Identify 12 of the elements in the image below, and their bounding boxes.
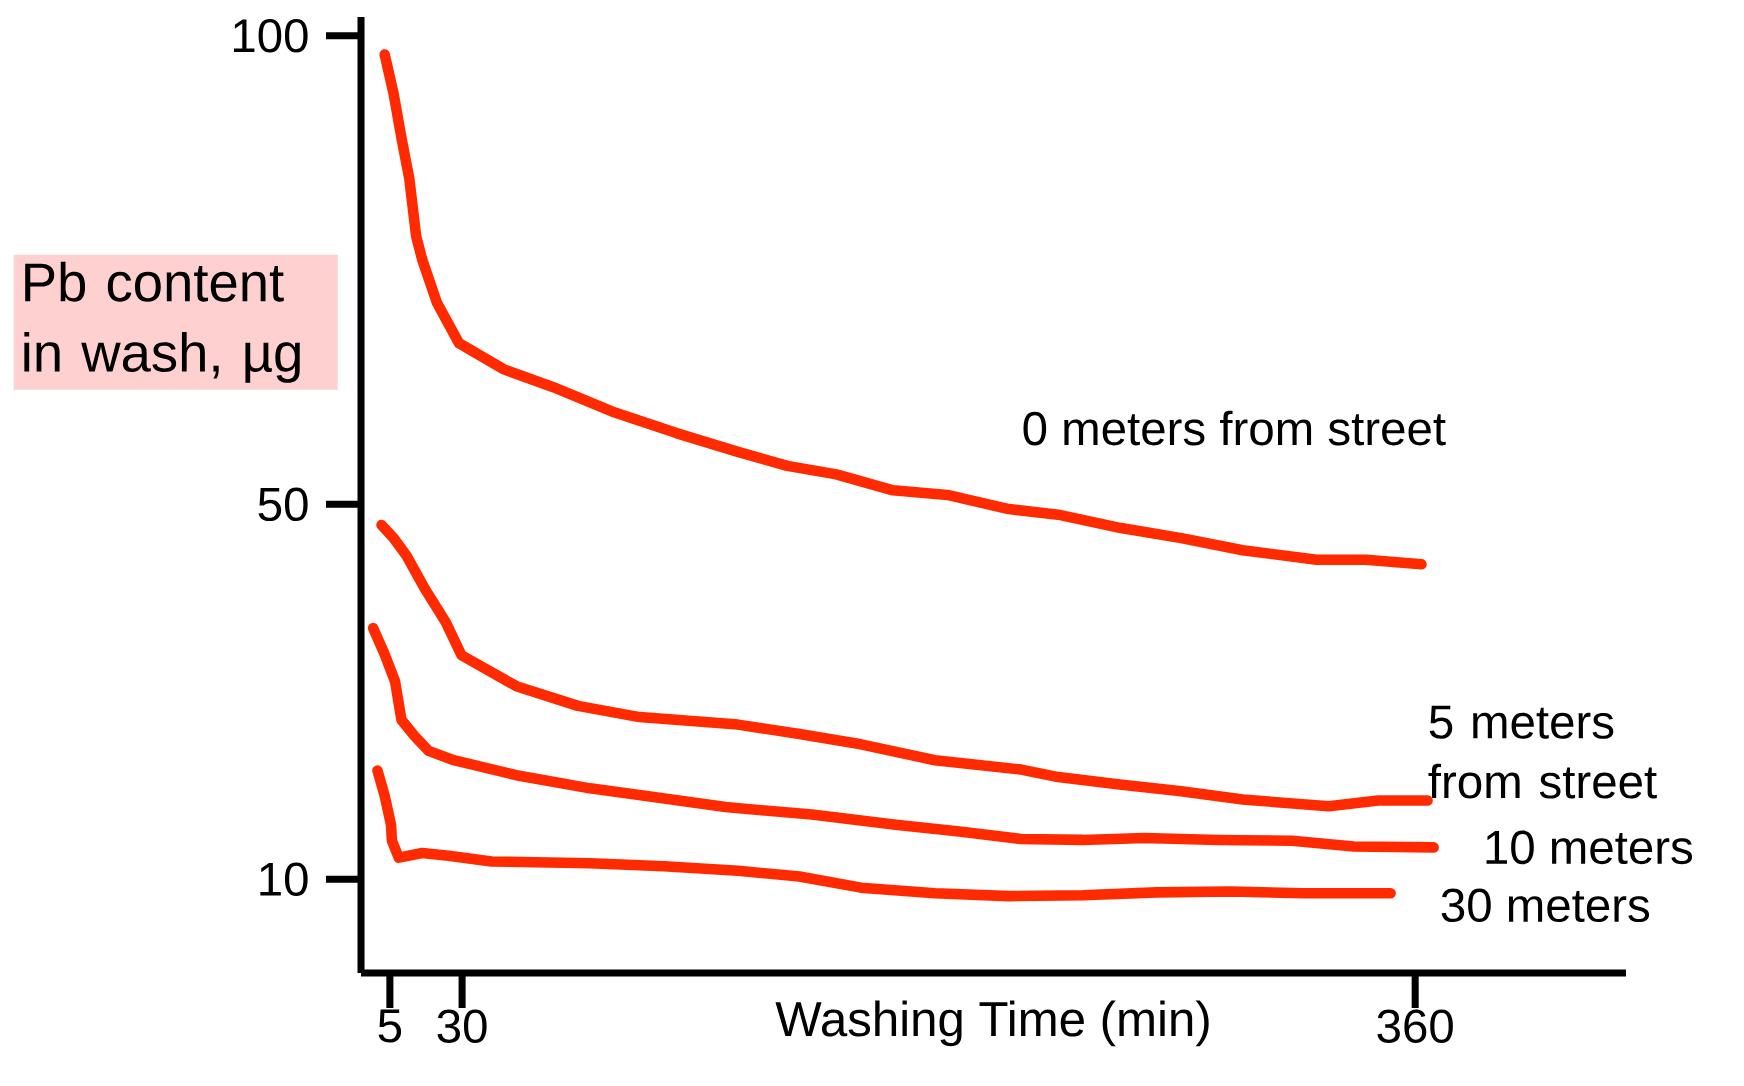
y-tick-label: 50 [258,487,308,522]
series-label: 5 meters from street [1428,705,1657,799]
x-tick-label: 30 [437,1009,487,1044]
y-tick-label: 100 [233,18,308,53]
x-tick-label: 360 [1377,1009,1453,1044]
x-axis-title: Washing Time (min) [775,1000,1209,1047]
y-axis-title: Pb content in wash, µg [24,261,300,383]
series-label: 30 meters [1441,888,1650,923]
series-label: 0 meters from street [1023,410,1446,446]
series-label: 10 meters [1486,830,1693,865]
x-tick-label: 5 [378,1009,402,1043]
y-tick-label: 10 [260,862,308,897]
